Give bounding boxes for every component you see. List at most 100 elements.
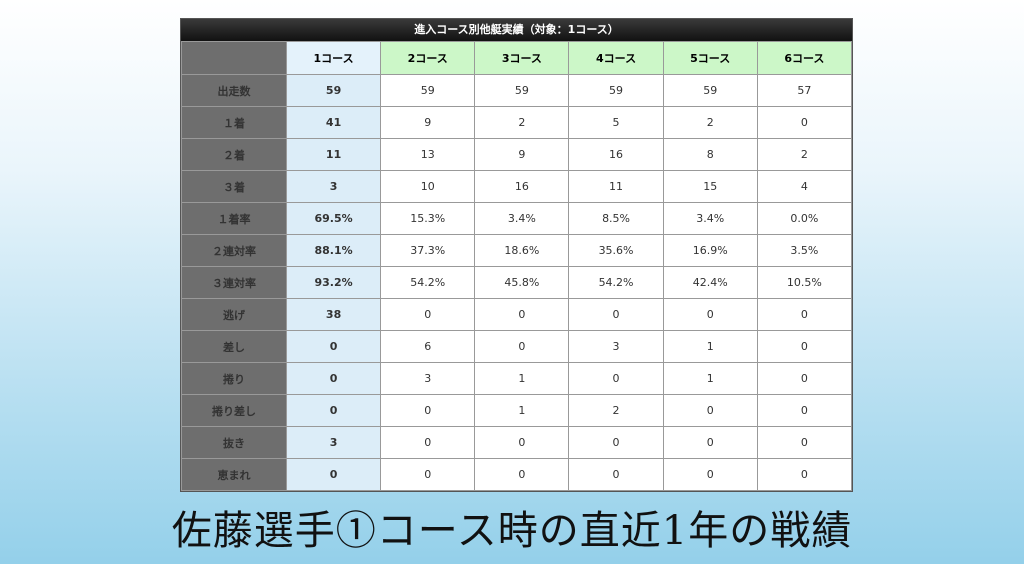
table-cell: 35.6% (568, 234, 664, 267)
results-table: 1コース 2コース 3コース 4コース 5コース 6コース 出走数 59 59 59 5… (181, 41, 853, 491)
table-cell: 0 (474, 298, 570, 331)
table-cell: 1 (474, 362, 570, 395)
table-cell: 0 (756, 106, 853, 139)
row-header: 捲り差し (181, 394, 287, 427)
table-row: ３連対率 93.2% 54.2% 45.8% 54.2% 42.4% 10.5% (181, 266, 853, 299)
table-cell: 0 (756, 362, 853, 395)
table-cell: 1 (662, 362, 758, 395)
row-header: 差し (181, 330, 287, 363)
table-cell: 0 (568, 362, 664, 395)
table-cell: 57 (756, 74, 853, 107)
table-cell: 16 (474, 170, 570, 203)
table-row: 差し 0 6 0 3 1 0 (181, 330, 853, 363)
table-cell: 0 (662, 298, 758, 331)
table-cell: 0 (756, 426, 853, 459)
caption: 佐藤選手①コース時の直近1年の戦績 (171, 508, 853, 554)
table-cell: 0 (474, 458, 570, 491)
table-cell: 10 (380, 170, 476, 203)
header-row: 1コース 2コース 3コース 4コース 5コース 6コース (181, 41, 853, 75)
table-cell: 4 (756, 170, 853, 203)
table-cell: 3 (380, 362, 476, 395)
corner-cell (181, 41, 287, 75)
table-cell: 59 (568, 74, 664, 107)
table-cell: 59 (474, 74, 570, 107)
table-cell: 0 (568, 458, 664, 491)
table-cell: 18.6% (474, 234, 570, 267)
table-cell: 88.1% (285, 234, 382, 267)
table-cell: 37.3% (380, 234, 476, 267)
table-cell: 0 (662, 458, 758, 491)
table-cell: 5 (568, 106, 664, 139)
table-body: 出走数 59 59 59 59 59 57 １着 41 9 2 5 2 0 ２着 11 13 9 16 8 2 ３着 3 10… (181, 74, 853, 491)
table-cell: 93.2% (285, 266, 382, 299)
row-header: 抜き (181, 426, 287, 459)
row-header: １着率 (181, 202, 287, 235)
table-cell: 59 (285, 74, 382, 107)
table-cell: 42.4% (662, 266, 758, 299)
column-header-course-6: 6コース (756, 41, 853, 75)
table-cell: 15 (662, 170, 758, 203)
column-header-course-1: 1コース (285, 41, 382, 75)
table-cell: 0 (474, 426, 570, 459)
table-row: 捲り 0 3 1 0 1 0 (181, 362, 853, 395)
table-cell: 0 (756, 330, 853, 363)
table-cell: 59 (662, 74, 758, 107)
table-title: 進入コース別他艇実績（対象：1コース） (181, 19, 852, 41)
table-cell: 3.4% (662, 202, 758, 235)
table-row: 恵まれ 0 0 0 0 0 0 (181, 458, 853, 491)
table-cell: 0 (285, 394, 382, 427)
table-cell: 0.0% (756, 202, 853, 235)
table-cell: 0 (285, 362, 382, 395)
table-row: ３着 3 10 16 11 15 4 (181, 170, 853, 203)
row-header: 恵まれ (181, 458, 287, 491)
table-cell: 0 (380, 394, 476, 427)
table-cell: 0 (662, 426, 758, 459)
table-cell: 11 (285, 138, 382, 171)
table-row: 逃げ 38 0 0 0 0 0 (181, 298, 853, 331)
table-cell: 3 (285, 426, 382, 459)
table-cell: 54.2% (568, 266, 664, 299)
table-cell: 0 (756, 458, 853, 491)
table-cell: 0 (380, 298, 476, 331)
row-header: 出走数 (181, 74, 287, 107)
table-cell: 54.2% (380, 266, 476, 299)
table-cell: 2 (474, 106, 570, 139)
table-cell: 0 (568, 298, 664, 331)
row-header: １着 (181, 106, 287, 139)
table-cell: 69.5% (285, 202, 382, 235)
row-header: ２連対率 (181, 234, 287, 267)
table-cell: 13 (380, 138, 476, 171)
table-cell: 0 (380, 426, 476, 459)
table-cell: 3.5% (756, 234, 853, 267)
table-cell: 0 (756, 394, 853, 427)
table-cell: 0 (380, 458, 476, 491)
table-cell: 0 (568, 426, 664, 459)
results-table-panel: 進入コース別他艇実績（対象：1コース） 1コース 2コース 3コース 4コース … (180, 18, 853, 492)
table-row: ２着 11 13 9 16 8 2 (181, 138, 853, 171)
table-cell: 9 (380, 106, 476, 139)
table-cell: 15.3% (380, 202, 476, 235)
table-row: １着率 69.5% 15.3% 3.4% 8.5% 3.4% 0.0% (181, 202, 853, 235)
table-cell: 41 (285, 106, 382, 139)
table-cell: 45.8% (474, 266, 570, 299)
table-row: ２連対率 88.1% 37.3% 18.6% 35.6% 16.9% 3.5% (181, 234, 853, 267)
table-cell: 3 (285, 170, 382, 203)
table-cell: 0 (285, 330, 382, 363)
table-cell: 8 (662, 138, 758, 171)
column-header-course-2: 2コース (380, 41, 476, 75)
table-row: 捲り差し 0 0 1 2 0 0 (181, 394, 853, 427)
table-cell: 3 (568, 330, 664, 363)
table-cell: 1 (474, 394, 570, 427)
table-row: 抜き 3 0 0 0 0 0 (181, 426, 853, 459)
table-cell: 16 (568, 138, 664, 171)
table-cell: 1 (662, 330, 758, 363)
column-header-course-4: 4コース (568, 41, 664, 75)
row-header: ２着 (181, 138, 287, 171)
row-header: 捲り (181, 362, 287, 395)
table-cell: 9 (474, 138, 570, 171)
table-cell: 59 (380, 74, 476, 107)
table-cell: 2 (568, 394, 664, 427)
table-cell: 10.5% (756, 266, 853, 299)
table-cell: 0 (662, 394, 758, 427)
table-row: 出走数 59 59 59 59 59 57 (181, 74, 853, 107)
